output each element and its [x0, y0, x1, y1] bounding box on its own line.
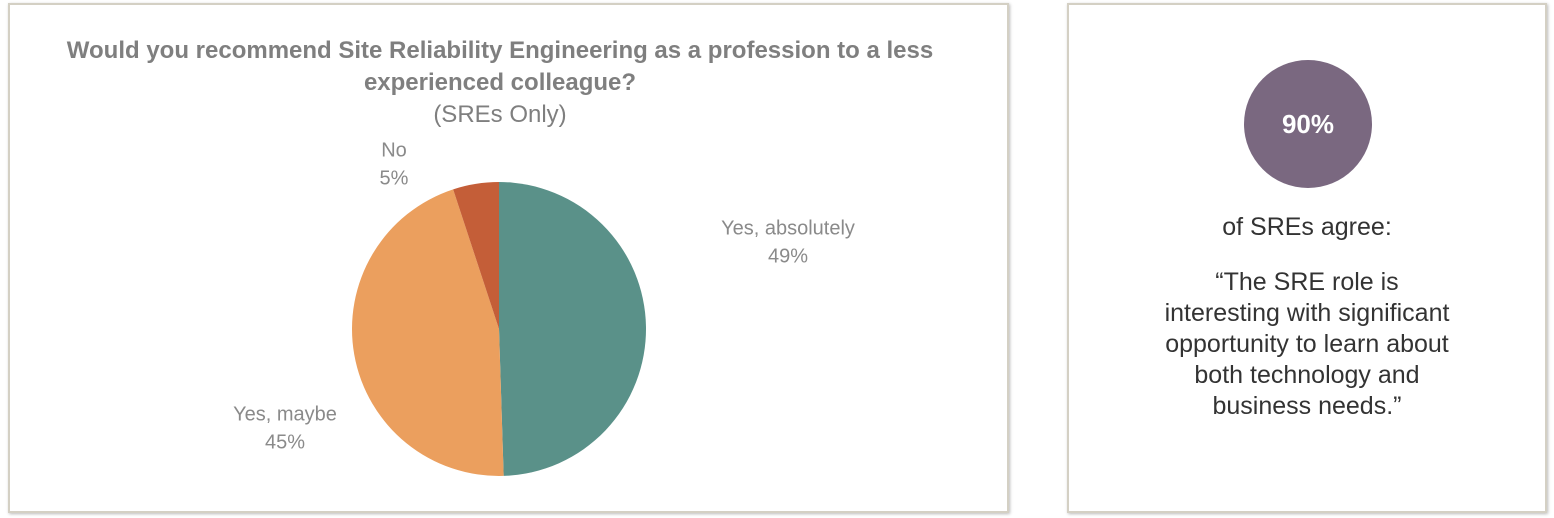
callout-panel: 90% of SREs agree: “The SRE role is inte… — [1067, 3, 1547, 513]
chart-panel: Would you recommend Site Reliability Eng… — [8, 3, 1009, 513]
chart-subtitle: (SREs Only) — [433, 101, 567, 128]
slice-value-label: 45% — [265, 431, 305, 453]
pie-slice — [453, 182, 499, 329]
slice-value-label: 5% — [380, 167, 409, 189]
stat-badge: 90% — [1244, 60, 1372, 188]
slice-label: Yes, absolutely — [721, 217, 855, 239]
slice-value-label: 49% — [768, 245, 808, 267]
pie-slice — [499, 182, 647, 476]
slice-label: No — [381, 139, 407, 161]
callout-quote: “The SRE role is interesting with signif… — [1164, 268, 1450, 420]
chart-title: Would you recommend Site Reliability Eng… — [66, 37, 934, 96]
pie-slice — [351, 189, 504, 476]
pie-chart: Yes, absolutely 49% Yes, maybe 45% No 5% — [233, 139, 855, 476]
slice-label: Yes, maybe — [233, 403, 337, 425]
callout-lead: of SREs agree: — [1222, 213, 1392, 241]
